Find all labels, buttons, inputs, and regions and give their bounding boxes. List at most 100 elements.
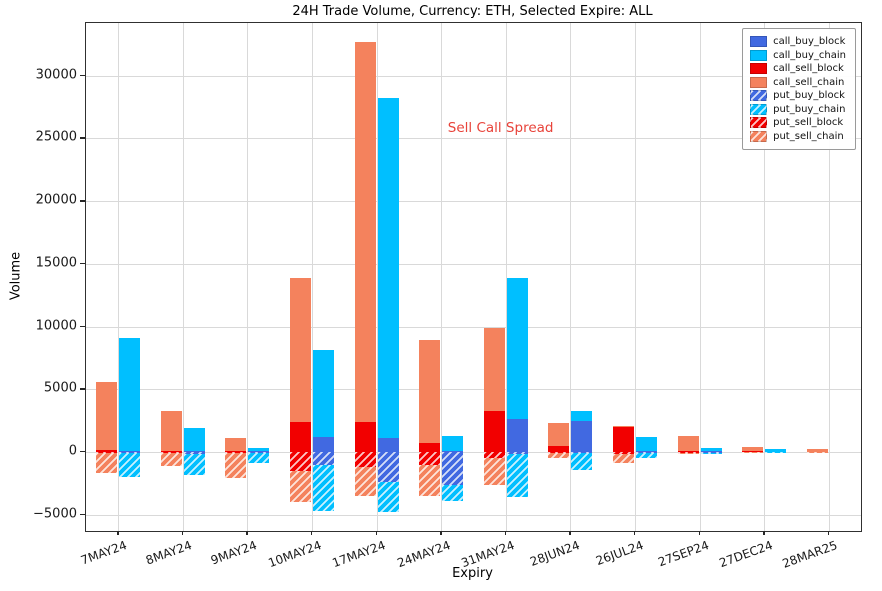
bar-segment-put_sell_block xyxy=(225,451,247,454)
bar-segment-put_buy_block xyxy=(248,451,270,454)
bar-segment-call_sell_chain xyxy=(160,410,182,451)
bar-segment-call_sell_chain xyxy=(354,41,376,422)
y-tick-mark xyxy=(80,450,85,453)
bar-segment-put_buy_block xyxy=(313,451,335,465)
x-tick-label: 26JUL24 xyxy=(594,538,646,569)
bar-segment-call_buy_chain xyxy=(635,436,657,451)
bar-segment-put_sell_block xyxy=(483,451,505,459)
bar-segment-call_buy_block xyxy=(700,451,722,452)
x-gridline xyxy=(182,23,184,531)
y-tick-label: 20000 xyxy=(35,192,77,208)
bar-segment-call_sell_chain xyxy=(742,446,764,452)
bar-segment-put_buy_block xyxy=(377,451,399,483)
y-gridline xyxy=(86,389,861,391)
bar-segment-put_sell_chain xyxy=(612,454,634,464)
x-tick-mark xyxy=(698,531,700,535)
bar-segment-put_sell_chain xyxy=(483,458,505,485)
bar-segment-call_buy_chain xyxy=(765,449,787,452)
legend-label: put_sell_chain xyxy=(773,130,844,142)
legend-item-call_buy_block: call_buy_block xyxy=(750,36,846,48)
bar-segment-call_sell_block xyxy=(160,450,182,452)
bar-segment-put_buy_block xyxy=(571,451,593,454)
bar-segment-put_buy_chain xyxy=(700,452,722,454)
x-tick-mark xyxy=(763,531,765,535)
y-tick-mark xyxy=(80,137,85,139)
bar-segment-put_buy_block xyxy=(700,451,722,453)
y-tick-label: 30000 xyxy=(35,67,77,83)
legend-swatch-put_buy_block xyxy=(750,90,768,102)
bar-segment-call_sell_block xyxy=(96,450,118,452)
bar-segment-call_buy_block xyxy=(248,451,270,452)
bar-segment-put_sell_chain xyxy=(548,453,570,459)
bar-segment-call_buy_block xyxy=(571,420,593,452)
y-tick-label: 10000 xyxy=(35,318,77,334)
x-gridline xyxy=(505,23,507,531)
legend-item-put_buy_chain: put_buy_chain xyxy=(750,104,846,116)
y-tick-mark xyxy=(80,325,85,327)
bar-segment-put_buy_chain xyxy=(635,453,657,459)
legend-item-call_buy_chain: call_buy_chain xyxy=(750,50,846,62)
x-gridline xyxy=(247,23,249,531)
legend-swatch-put_buy_chain xyxy=(750,103,768,115)
bar-segment-put_buy_chain xyxy=(442,484,464,501)
x-gridline xyxy=(312,23,314,531)
x-tick-label: 28JUN24 xyxy=(527,538,582,569)
bar-segment-call_sell_chain xyxy=(806,448,828,452)
bar-segment-put_buy_chain xyxy=(377,482,399,513)
x-gridline xyxy=(376,23,378,531)
bar-segment-put_buy_chain xyxy=(571,453,593,470)
x-gridline xyxy=(634,23,636,531)
x-tick-mark xyxy=(504,531,507,535)
legend-label: put_buy_chain xyxy=(773,103,846,115)
bar-segment-put_sell_block xyxy=(96,451,118,454)
chart-title: 24H Trade Volume, Currency: ETH, Selecte… xyxy=(292,4,653,19)
bar-segment-call_sell_block xyxy=(354,421,376,452)
x-axis-label: Expiry xyxy=(452,566,493,581)
bar-segment-call_sell_block xyxy=(612,426,634,452)
bar-segment-put_sell_block xyxy=(419,451,441,465)
bar-segment-call_sell_chain xyxy=(290,277,312,422)
y-gridline xyxy=(86,75,861,77)
bar-segment-put_buy_chain xyxy=(119,453,141,478)
y-tick-label: 5000 xyxy=(43,380,77,396)
legend-item-call_sell_chain: call_sell_chain xyxy=(750,77,846,89)
bar-segment-put_buy_chain xyxy=(183,454,205,475)
bar-segment-put_sell_chain xyxy=(419,464,441,496)
bar-segment-put_buy_chain xyxy=(248,453,270,464)
x-tick-mark xyxy=(246,531,248,535)
bar-segment-call_buy_chain xyxy=(442,435,464,451)
bar-segment-call_sell_chain xyxy=(548,423,570,446)
y-tick-mark xyxy=(80,513,85,516)
y-tick-label: −5000 xyxy=(33,506,77,522)
y-tick-label: 25000 xyxy=(35,129,77,145)
bar-segment-call_buy_block xyxy=(183,450,205,452)
x-gridline xyxy=(699,23,701,531)
x-tick-mark xyxy=(117,531,119,535)
legend-swatch-call_buy_chain xyxy=(750,49,768,61)
x-gridline xyxy=(764,23,766,531)
bar-segment-put_sell_chain xyxy=(742,451,764,454)
y-tick-label: 15000 xyxy=(35,255,77,271)
x-tick-mark xyxy=(181,531,184,535)
bar-segment-call_sell_block xyxy=(742,451,764,452)
legend-label: put_buy_block xyxy=(773,90,845,101)
x-tick-label: 7MAY24 xyxy=(79,538,130,568)
bar-segment-put_sell_block xyxy=(677,451,699,453)
bar-segment-call_buy_chain xyxy=(119,337,141,451)
legend: call_buy_block call_buy_chain call_sell_bl… xyxy=(742,28,856,150)
bar-segment-call_sell_block xyxy=(483,410,505,452)
bar-segment-put_buy_block xyxy=(506,451,528,455)
y-gridline xyxy=(86,263,861,265)
legend-swatch-put_sell_chain xyxy=(750,130,768,142)
x-tick-mark xyxy=(311,531,313,535)
bar-segment-call_sell_chain xyxy=(96,381,118,451)
bar-segment-put_sell_chain xyxy=(677,452,699,455)
y-gridline xyxy=(86,326,861,328)
bar-segment-call_buy_chain xyxy=(248,448,270,452)
bar-segment-call_buy_block xyxy=(377,438,399,452)
bar-segment-put_sell_block xyxy=(548,451,570,454)
bar-segment-put_sell_chain xyxy=(160,453,182,466)
bar-segment-call_buy_block xyxy=(635,450,657,452)
x-tick-label: 27SEP24 xyxy=(655,538,711,570)
